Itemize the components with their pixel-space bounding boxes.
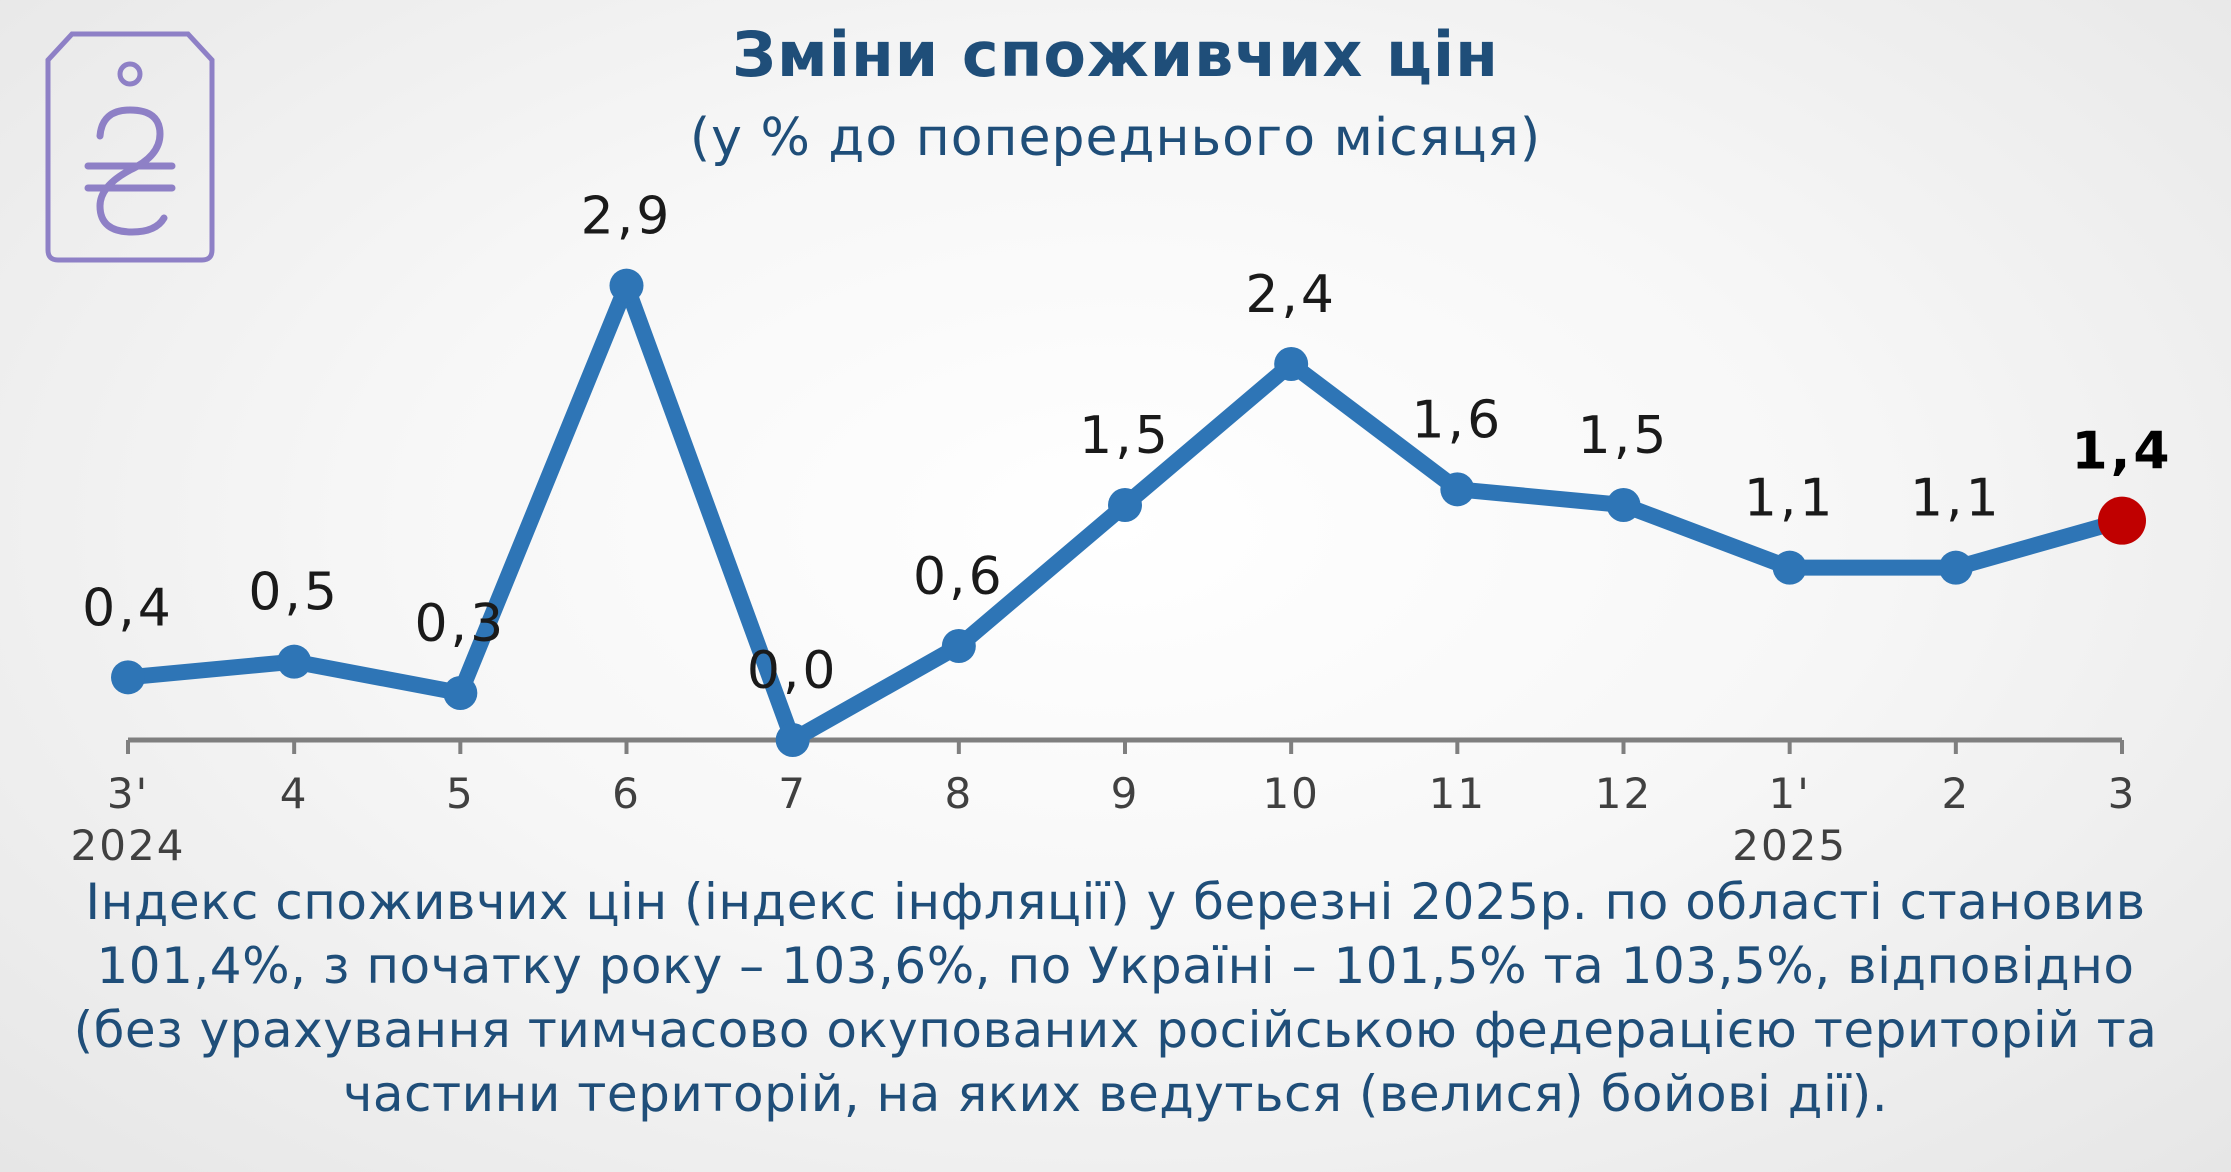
x-tick-label: 8 xyxy=(944,769,973,818)
x-tick-label: 4 xyxy=(280,769,309,818)
x-tick-label: 5 xyxy=(446,769,475,818)
data-point xyxy=(1440,472,1475,507)
year-label: 2024 xyxy=(71,821,186,870)
data-point xyxy=(443,676,478,710)
summary-caption: Індекс споживчих цін (індекс інфляції) у… xyxy=(73,873,2158,1123)
data-label: 0,6 xyxy=(913,547,1005,607)
line-chart: 3' 4 5 6 7 8 9 10 11 12 1' 2 3 2024 2025 0,4 0,5 0,3 2,9 0,… xyxy=(71,187,2172,870)
x-tick-label: 12 xyxy=(1595,769,1652,818)
x-tick-label: 9 xyxy=(1111,769,1140,818)
chart-title: Зміни споживчих цін xyxy=(731,18,1500,91)
data-point xyxy=(277,644,312,679)
x-tick-label: 6 xyxy=(612,769,641,818)
data-point xyxy=(111,660,145,695)
x-tick-label: 1' xyxy=(1769,769,1811,818)
data-label: 0,4 xyxy=(82,578,174,638)
data-label: 0,3 xyxy=(414,594,506,654)
data-point xyxy=(1108,488,1142,522)
data-label: 1,5 xyxy=(1578,406,1670,466)
x-tick-label: 10 xyxy=(1262,769,1319,818)
highlight-point xyxy=(2098,496,2146,545)
x-tick-label: 11 xyxy=(1429,769,1486,818)
data-label: 1,1 xyxy=(1744,469,1836,529)
data-label: 0,0 xyxy=(747,641,839,701)
data-point xyxy=(1606,488,1641,522)
x-tick-label: 3 xyxy=(2108,769,2137,818)
data-label: 1,5 xyxy=(1079,406,1171,466)
x-tick-label: 3' xyxy=(107,769,149,818)
data-label: 2,9 xyxy=(581,187,673,247)
chart-subtitle: (у % до попереднього місяця) xyxy=(689,108,1542,168)
data-point xyxy=(941,629,976,663)
data-point xyxy=(775,723,810,757)
data-label: 1,6 xyxy=(1411,390,1503,450)
hryvnia-price-tag-icon xyxy=(45,31,215,263)
data-point xyxy=(1772,550,1807,585)
data-point xyxy=(1274,347,1309,381)
x-tick-label: 7 xyxy=(778,769,807,818)
data-label: 1,1 xyxy=(1910,469,2002,529)
data-point xyxy=(1938,550,1973,585)
data-label: 2,4 xyxy=(1245,265,1337,325)
data-point xyxy=(609,268,644,303)
data-label: 1,4 xyxy=(2071,422,2172,482)
x-tick-label: 2 xyxy=(1941,769,1970,818)
data-label: 0,5 xyxy=(248,563,340,623)
year-label: 2025 xyxy=(1732,821,1847,870)
